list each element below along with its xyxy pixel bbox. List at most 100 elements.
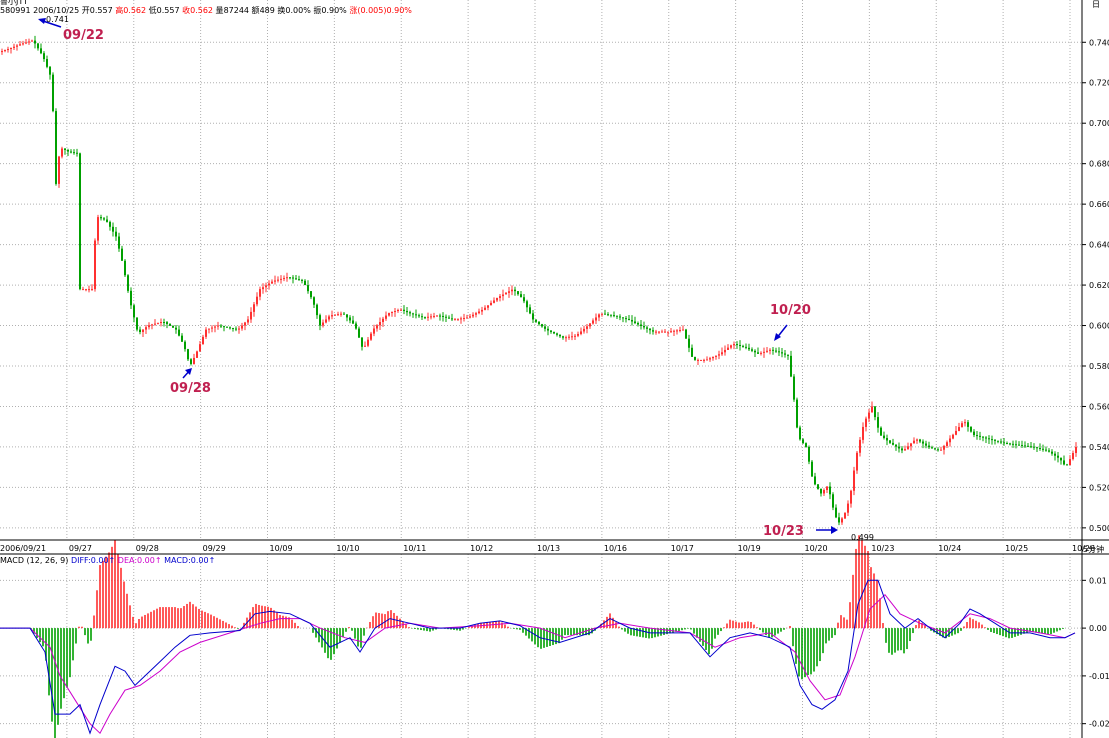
- price-candle: [841, 518, 843, 523]
- price-candle: [970, 426, 972, 432]
- price-candle: [670, 331, 672, 333]
- price-candle: [802, 439, 804, 444]
- price-candle: [418, 315, 420, 317]
- price-candle: [319, 315, 321, 326]
- price-candle: [484, 307, 486, 310]
- annotation-high: 0.741 09/22: [38, 15, 104, 43]
- annotation-low: 0.499 10/23: [763, 524, 874, 542]
- price-candle: [937, 449, 939, 451]
- price-candle: [589, 323, 591, 327]
- price-candle: [916, 439, 918, 441]
- price-candle: [388, 313, 390, 316]
- price-candle: [157, 322, 159, 324]
- price-tick-label: 0.680: [1089, 160, 1109, 169]
- price-candle: [160, 322, 162, 324]
- quote-value: 0.557: [157, 6, 180, 15]
- price-candle: [229, 327, 231, 329]
- price-candle: [535, 319, 537, 322]
- price-candle: [217, 325, 219, 327]
- price-candle: [868, 412, 870, 419]
- price-candle: [751, 349, 753, 351]
- price-candle: [415, 314, 417, 316]
- price-candle: [424, 317, 426, 319]
- date-label: 09/27: [69, 544, 92, 553]
- dea-line: [0, 593, 1076, 735]
- price-candle: [877, 417, 879, 428]
- price-candle: [676, 330, 678, 332]
- date-label: 10/19: [738, 544, 761, 553]
- price-candle: [847, 503, 849, 513]
- price-candle: [961, 423, 963, 428]
- price-candle: [412, 313, 414, 315]
- price-candle: [7, 49, 9, 51]
- price-candle: [946, 442, 948, 446]
- quote-value: 0.90%: [321, 6, 347, 15]
- price-candle: [265, 285, 267, 288]
- price-candle: [448, 317, 450, 319]
- date-label: 10/24: [938, 544, 961, 553]
- price-candle: [682, 329, 684, 331]
- price-candle: [316, 304, 318, 316]
- price-candle: [733, 344, 735, 346]
- price-tick-label: 0.700: [1089, 119, 1109, 128]
- price-candle: [244, 322, 246, 326]
- price-candle: [619, 316, 621, 318]
- price-candle: [790, 355, 792, 377]
- price-candle: [745, 346, 747, 348]
- price-series: [1, 35, 1077, 526]
- price-candle: [322, 322, 324, 326]
- price-candle: [193, 357, 195, 364]
- price-candle: [427, 316, 429, 318]
- price-candle: [199, 344, 201, 352]
- price-candle: [94, 240, 96, 290]
- price-candle: [259, 289, 261, 297]
- price-candle: [505, 292, 507, 295]
- price-candle: [232, 327, 234, 329]
- price-candle: [49, 66, 51, 75]
- macd-name: MACD (12, 26, 9): [0, 556, 71, 565]
- price-candle: [463, 317, 465, 319]
- corner-label: 日: [1092, 0, 1100, 9]
- price-candle: [334, 314, 336, 316]
- price-candle: [997, 440, 999, 442]
- price-candle: [202, 336, 204, 345]
- price-candle: [52, 74, 54, 112]
- price-candle: [742, 345, 744, 347]
- date-label: 10/11: [403, 544, 426, 553]
- price-candle: [205, 329, 207, 337]
- price-candle: [640, 324, 642, 327]
- price-candle: [874, 406, 876, 418]
- quote-label: 开: [79, 6, 90, 15]
- price-candle: [886, 438, 888, 441]
- price-candle: [865, 418, 867, 427]
- price-candle: [148, 325, 150, 328]
- macd-tick-label: -0.01: [1089, 672, 1109, 681]
- quote-label: 低: [146, 5, 157, 15]
- price-candle: [499, 296, 501, 299]
- price-candle: [1060, 457, 1062, 461]
- price-candle: [352, 320, 354, 324]
- price-candle: [763, 351, 765, 353]
- price-candle: [967, 422, 969, 427]
- price-candle: [541, 324, 543, 327]
- quote-value: 0.00%: [285, 6, 311, 15]
- date-label: 10/12: [470, 544, 493, 553]
- price-candle: [1012, 443, 1014, 445]
- price-candle: [880, 427, 882, 436]
- price-candle: [493, 300, 495, 303]
- price-candle: [1051, 451, 1053, 454]
- price-candle: [928, 445, 930, 448]
- price-candle: [700, 359, 702, 361]
- quote-date: 2006/10/25: [33, 6, 79, 15]
- price-candle: [769, 349, 771, 351]
- price-candle: [892, 442, 894, 445]
- price-candle: [544, 326, 546, 329]
- price-candle: [973, 431, 975, 436]
- price-candle: [307, 285, 309, 292]
- price-candle: [289, 277, 291, 279]
- price-candle: [91, 289, 93, 291]
- price-candle: [628, 318, 630, 320]
- price-candle: [82, 289, 84, 291]
- price-candle: [529, 307, 531, 314]
- price-candle: [430, 316, 432, 318]
